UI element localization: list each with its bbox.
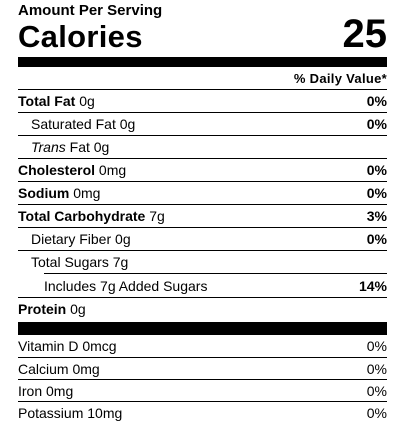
nutrient-amount: 7g (149, 208, 165, 224)
nutrient-dv: 0% (366, 162, 387, 178)
nutrient-dv: 3% (366, 208, 387, 224)
nutrient-name: Saturated Fat (31, 116, 116, 132)
vitamin-name: Calcium (18, 360, 69, 377)
vitamin-amount: 0mcg (82, 338, 117, 354)
nutrient-amount: 0g (70, 301, 86, 317)
nutrient-row-sodium: Sodium 0mg 0% (18, 181, 387, 204)
nutrient-amount: 0mg (73, 185, 101, 201)
vitamin-dv: 0% (366, 360, 387, 377)
vitamin-dv: 0% (366, 382, 387, 399)
vitamin-row-calcium: Calcium 0mg 0% (18, 357, 387, 379)
amount-per-serving: Amount Per Serving (18, 2, 163, 19)
vitamin-name: Potassium (18, 404, 84, 421)
nutrient-name: Total Sugars (31, 254, 109, 270)
nutrient-name: Dietary Fiber (31, 231, 112, 247)
vitamin-dv: 0% (366, 338, 387, 354)
nutrient-name-rest: Fat (69, 139, 90, 155)
nutrient-row-total-carbohydrate: Total Carbohydrate 7g 3% (18, 204, 387, 227)
nutrient-row-dietary-fiber: Dietary Fiber 0g 0% (18, 227, 387, 250)
nutrient-amount: 0g (115, 231, 131, 247)
nutrient-dv: 14% (358, 277, 387, 294)
nutrient-dv: 0% (366, 231, 387, 247)
daily-value-header: % Daily Value* (293, 71, 387, 86)
nutrient-name: Total Carbohydrate (18, 208, 146, 224)
vitamin-amount: 10mg (87, 404, 123, 421)
calories-label: Calories (18, 19, 143, 54)
nutrient-name-italic: Trans (31, 139, 66, 155)
nutrient-dv: 0% (366, 185, 387, 201)
nutrient-name: Total Fat (18, 93, 76, 109)
nutrient-amount: 0g (93, 139, 110, 155)
nutrient-amount: 0mg (98, 162, 127, 178)
calories-row: Calories 25 (18, 12, 388, 56)
nutrient-name: Cholesterol (18, 162, 96, 178)
vitamin-amount: 0mg (46, 382, 74, 399)
nutrient-row-cholesterol: Cholesterol 0mg 0% (18, 158, 387, 181)
nutrition-facts-label: Amount Per Serving Calories 25 % Daily V… (18, 2, 388, 421)
nutrient-amount: 0g (79, 93, 95, 109)
nutrient-row-added-sugars: Includes 7g Added Sugars 14% (18, 274, 387, 297)
heavy-divider-vitamins (18, 322, 387, 335)
vitamin-row-iron: Iron 0mg 0% (18, 379, 387, 401)
nutrient-row-saturated-fat: Saturated Fat 0g 0% (18, 112, 387, 135)
vitamin-amount: 0mg (72, 360, 100, 377)
nutrient-row-trans-fat: Trans Fat 0g (18, 135, 387, 158)
heavy-divider (18, 57, 387, 67)
nutrient-name: Protein (18, 301, 67, 317)
vitamin-name: Vitamin D (18, 338, 79, 354)
calories-value: 25 (342, 12, 388, 56)
vitamin-row-potassium: Potassium 10mg 0% (18, 401, 387, 423)
nutrient-row-total-sugars: Total Sugars 7g (18, 250, 387, 273)
nutrient-dv: 0% (366, 93, 387, 109)
nutrient-name: Sodium (18, 185, 70, 201)
nutrient-row-protein: Protein 0g (18, 297, 387, 320)
nutrient-name: Includes 7g Added Sugars (44, 277, 208, 294)
nutrient-amount: 7g (112, 254, 129, 270)
added-sugars-divider (44, 273, 387, 274)
nutrient-amount: 0g (119, 116, 136, 132)
vitamin-row-vitamin-d: Vitamin D 0mcg 0% (18, 335, 387, 357)
vitamin-dv: 0% (366, 404, 387, 421)
nutrient-dv: 0% (366, 116, 387, 132)
vitamin-name: Iron (18, 382, 43, 399)
nutrient-row-total-fat: Total Fat 0g 0% (18, 89, 387, 112)
